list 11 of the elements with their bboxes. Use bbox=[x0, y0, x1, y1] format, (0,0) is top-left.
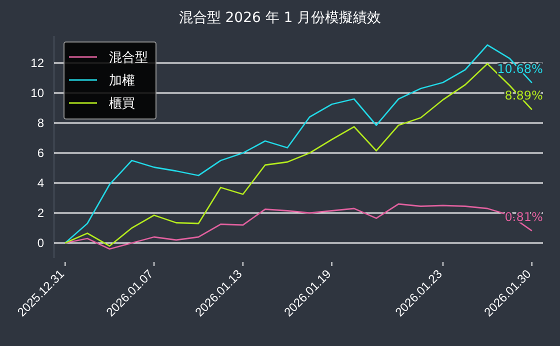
legend-label: 櫃買 bbox=[109, 96, 135, 112]
y-tick-label: 4 bbox=[37, 176, 44, 190]
y-tick-label: 0 bbox=[37, 236, 44, 250]
y-tick-label: 10 bbox=[30, 86, 44, 100]
chart-title: 混合型 2026 年 1 月份模擬績效 bbox=[178, 10, 382, 26]
y-tick-label: 8 bbox=[37, 116, 44, 130]
y-tick-label: 12 bbox=[30, 56, 44, 70]
legend-label: 加權 bbox=[109, 74, 135, 88]
legend-label: 混合型 bbox=[109, 50, 148, 66]
y-tick-label: 6 bbox=[37, 146, 44, 160]
y-tick-label: 2 bbox=[37, 206, 44, 220]
